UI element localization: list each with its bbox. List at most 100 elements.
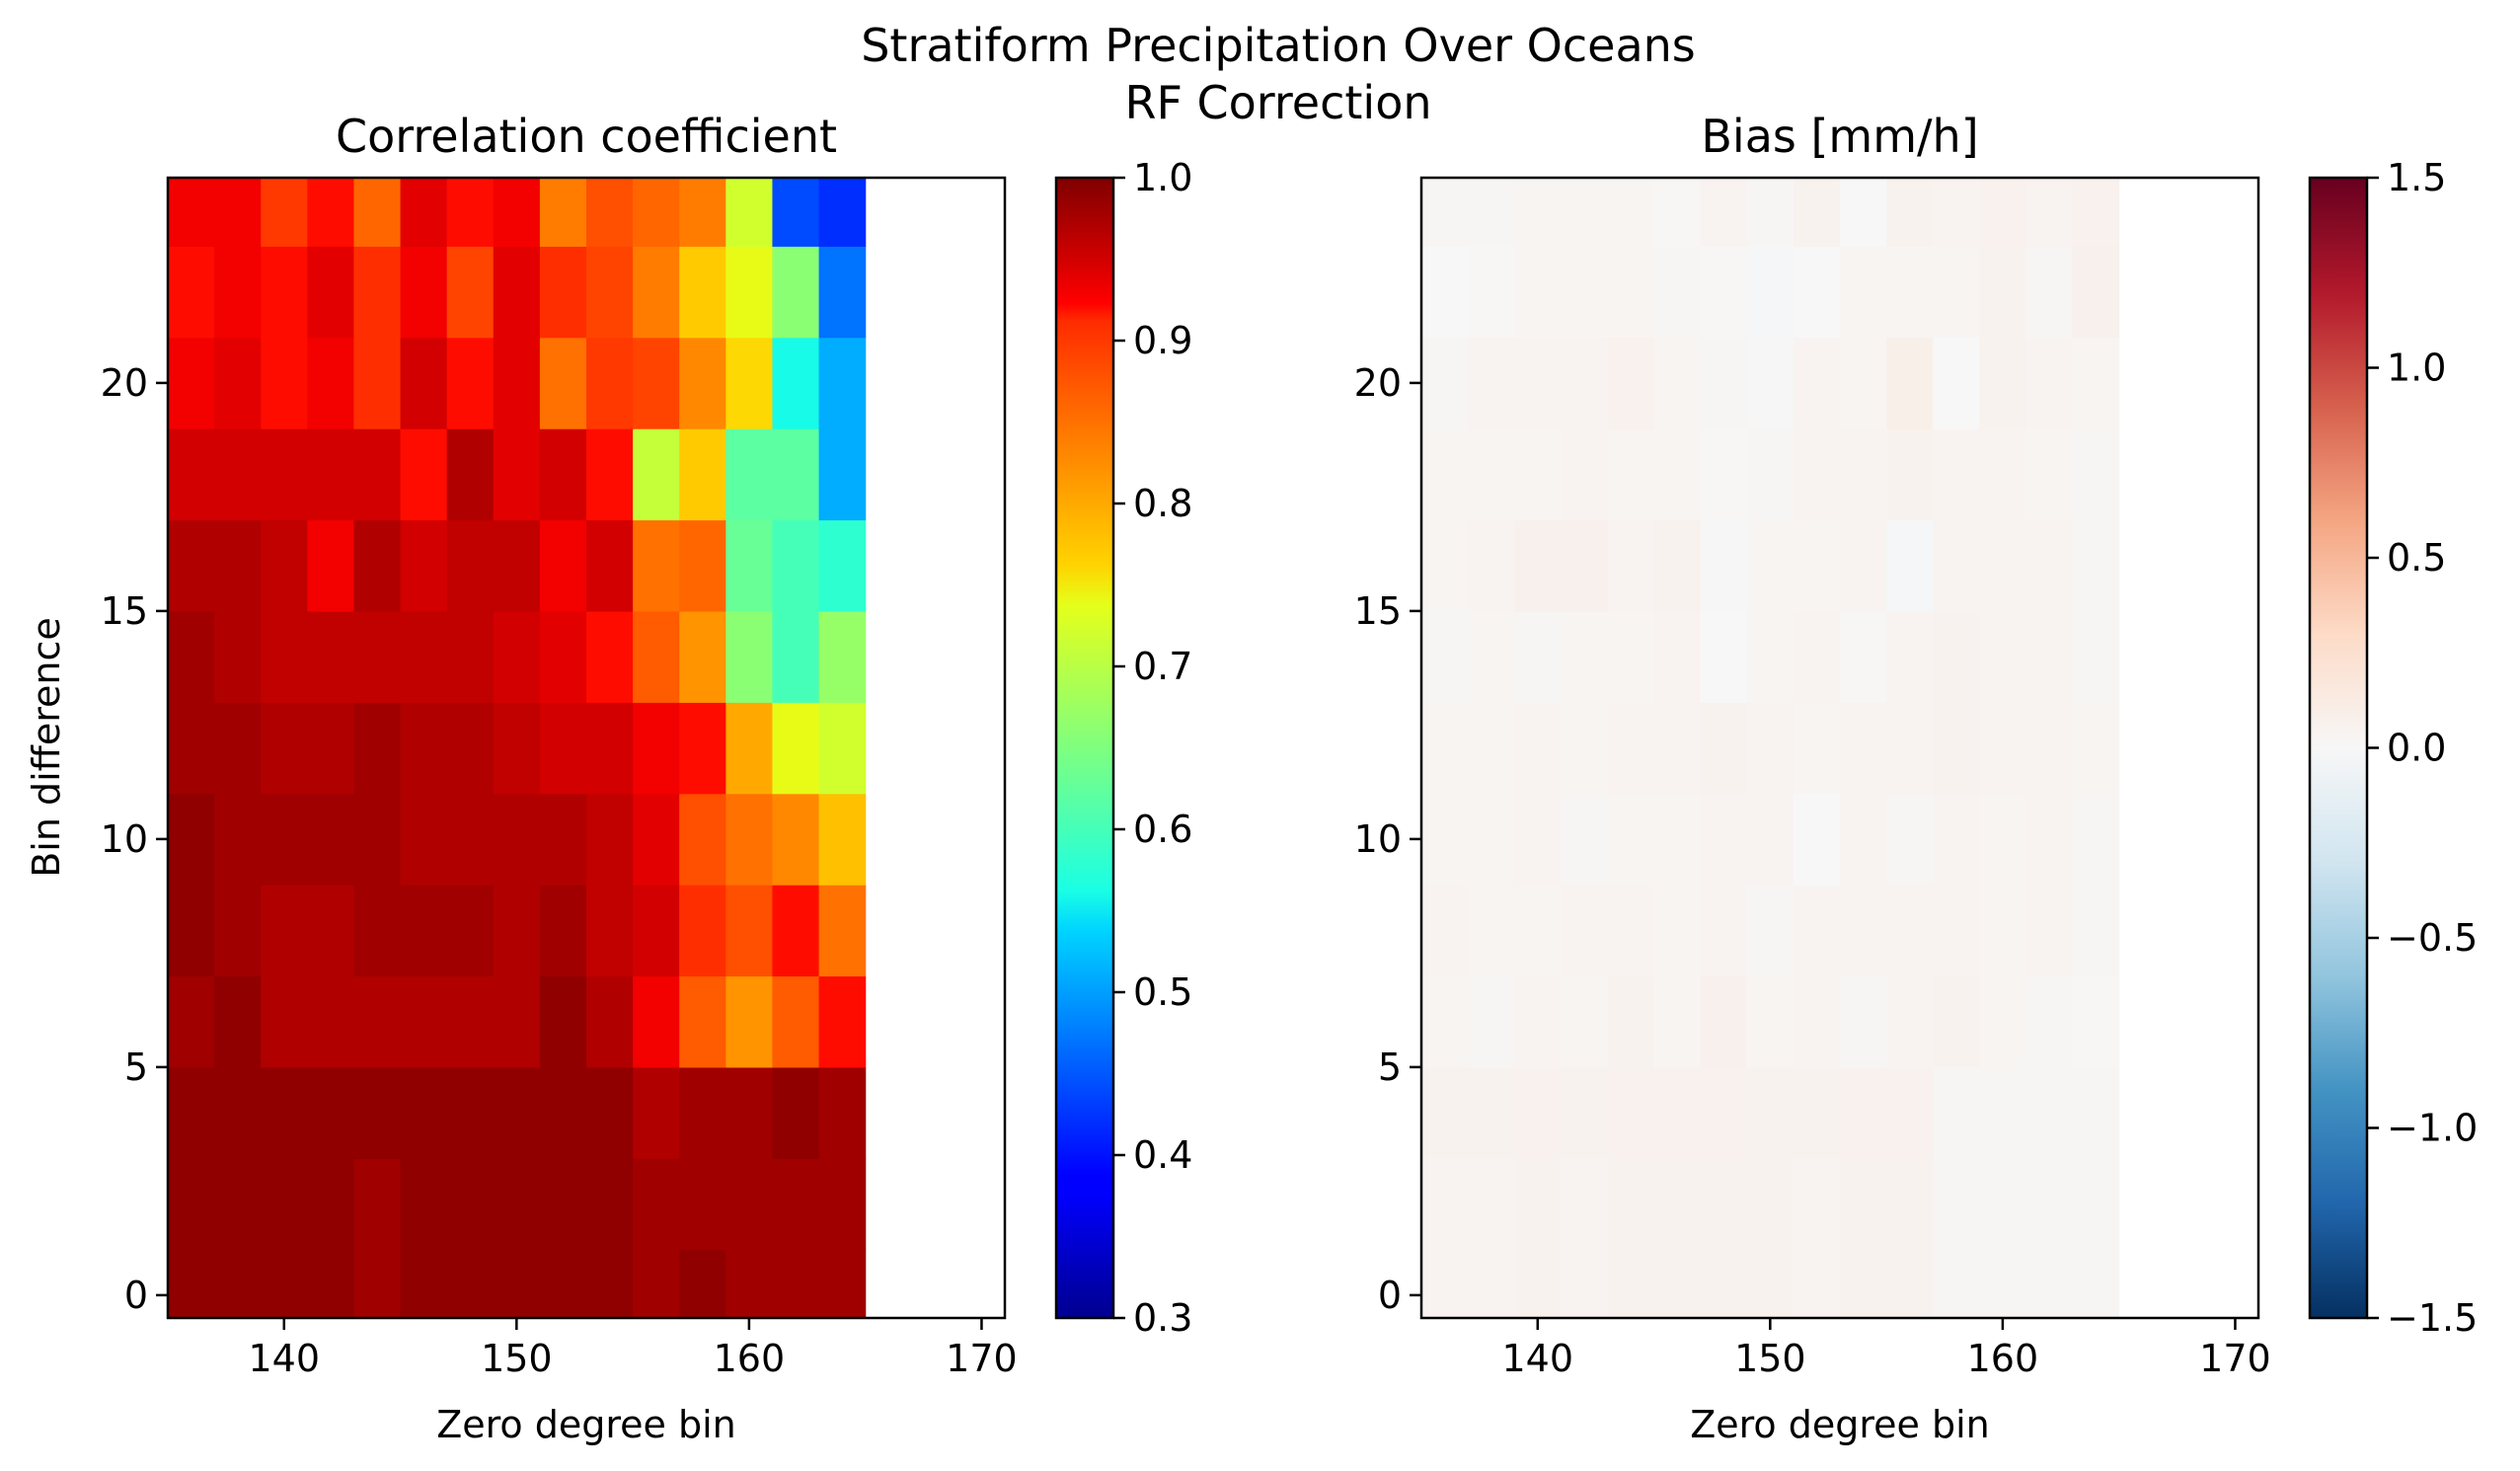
x-axis-label-correlation: Zero degree bin: [436, 1403, 736, 1446]
heatmap-cell: [168, 1158, 215, 1250]
heatmap-cell: [679, 178, 726, 247]
heatmap-cell: [168, 976, 215, 1068]
heatmap-cell: [1886, 1250, 1934, 1319]
colorbar-tick-label: −1.0: [2387, 1107, 2478, 1150]
heatmap-cell: [819, 1250, 867, 1319]
heatmap-cell: [679, 1067, 726, 1159]
heatmap-cell: [1933, 885, 1980, 976]
heatmap-cell: [1654, 1250, 1702, 1319]
heatmap-cell: [725, 428, 773, 520]
heatmap-cell: [1933, 611, 1980, 703]
heatmap-cell: [1607, 1158, 1654, 1250]
heatmap-cell: [679, 338, 726, 429]
heatmap-cell: [447, 1158, 495, 1250]
heatmap-cell: [1979, 611, 2026, 703]
heatmap-cell: [261, 1067, 308, 1159]
heatmap-cell: [679, 611, 726, 703]
heatmap-cell: [447, 1067, 495, 1159]
heatmap-cell: [353, 338, 401, 429]
heatmap-cell: [1794, 428, 1841, 520]
heatmap-cell: [586, 794, 634, 886]
heatmap-cell: [1607, 520, 1654, 612]
heatmap-cell: [1747, 702, 1795, 794]
heatmap-cell: [633, 338, 680, 429]
heatmap-cell: [307, 178, 354, 247]
heatmap-cell: [1561, 702, 1608, 794]
heatmap-cell: [214, 1250, 262, 1319]
heatmap-cell: [1701, 1067, 1748, 1159]
heatmap-cell: [1514, 1067, 1562, 1159]
heatmap-cell: [633, 702, 680, 794]
heatmap-cell: [1654, 611, 1702, 703]
heatmap-cell: [679, 246, 726, 338]
heatmap-cell: [1840, 178, 1887, 247]
heatmap-cell: [214, 885, 262, 976]
heatmap-cell: [1514, 1158, 1562, 1250]
x-tick-label: 140: [249, 1337, 321, 1380]
colorbar-tick-label: 1.0: [1133, 156, 1192, 199]
heatmap-cell: [819, 246, 867, 338]
panel-correlation: Correlation coefficient 140 150 160 170 0 5 1…: [25, 110, 1192, 1446]
heatmap-cell: [586, 611, 634, 703]
heatmap-cell: [725, 520, 773, 612]
heatmap-cell: [307, 976, 354, 1068]
heatmap-cell: [1886, 428, 1934, 520]
heatmap-cell: [2073, 702, 2120, 794]
heatmap-cell: [1561, 976, 1608, 1068]
heatmap-cell: [307, 794, 354, 886]
heatmap-cell: [1794, 702, 1841, 794]
heatmap-cell: [633, 1158, 680, 1250]
panel-bias: Bias [mm/h] 140 150 160 170 0 5 10 15 20 Zero d…: [1354, 110, 2479, 1446]
heatmap-cell: [633, 178, 680, 247]
heatmap-cell: [1979, 1250, 2026, 1319]
heatmap-cell: [586, 1158, 634, 1250]
heatmap-cell: [2025, 428, 2073, 520]
heatmap-cell: [540, 520, 587, 612]
heatmap-cell: [1468, 1067, 1515, 1159]
heatmap-cell: [1607, 1250, 1654, 1319]
heatmap-cell: [586, 976, 634, 1068]
heatmap-cell: [819, 428, 867, 520]
heatmap-cell: [2025, 1250, 2073, 1319]
heatmap-cell: [1794, 1067, 1841, 1159]
heatmap-cell: [401, 338, 448, 429]
heatmap-cell: [168, 520, 215, 612]
heatmap-cell: [1561, 1158, 1608, 1250]
y-tick-label: 10: [101, 817, 148, 861]
colorbar-tick-label: −0.5: [2387, 916, 2478, 960]
heatmap-cell: [772, 1158, 819, 1250]
heatmap-cell: [168, 794, 215, 886]
heatmap-cell: [1840, 1158, 1887, 1250]
x-tick-label: 160: [714, 1337, 786, 1380]
x-ticks-correlation: 140 150 160 170: [249, 1318, 1018, 1380]
heatmap-cell: [1794, 794, 1841, 886]
heatmap-cell: [633, 520, 680, 612]
heatmap-cell: [725, 885, 773, 976]
heatmap-cell: [1607, 246, 1654, 338]
heatmap-cell: [725, 1250, 773, 1319]
heatmap-cell: [1840, 1067, 1887, 1159]
heatmap-cell: [401, 885, 448, 976]
heatmap-cell: [1979, 976, 2026, 1068]
heatmap-cell: [214, 246, 262, 338]
heatmap-cell: [1840, 428, 1887, 520]
heatmap-cell: [353, 178, 401, 247]
heatmap-cell: [401, 976, 448, 1068]
heatmap-cell: [1840, 338, 1887, 429]
heatmap-cell: [307, 702, 354, 794]
heatmap-cell: [401, 1067, 448, 1159]
heatmap-cell: [1933, 428, 1980, 520]
heatmap-cell: [1654, 246, 1702, 338]
colorbar-tick-label: 0.8: [1133, 482, 1192, 525]
heatmap-cell: [772, 246, 819, 338]
heatmap-cell: [1840, 246, 1887, 338]
heatmap-cell: [353, 976, 401, 1068]
heatmap-cell: [1468, 885, 1515, 976]
heatmap-cell: [725, 976, 773, 1068]
heatmap-cell: [1561, 885, 1608, 976]
x-tick-label: 160: [1967, 1337, 2039, 1380]
heatmap-cell: [261, 702, 308, 794]
heatmap-cell: [772, 794, 819, 886]
heatmap-cell: [1654, 794, 1702, 886]
heatmap-cell: [307, 428, 354, 520]
